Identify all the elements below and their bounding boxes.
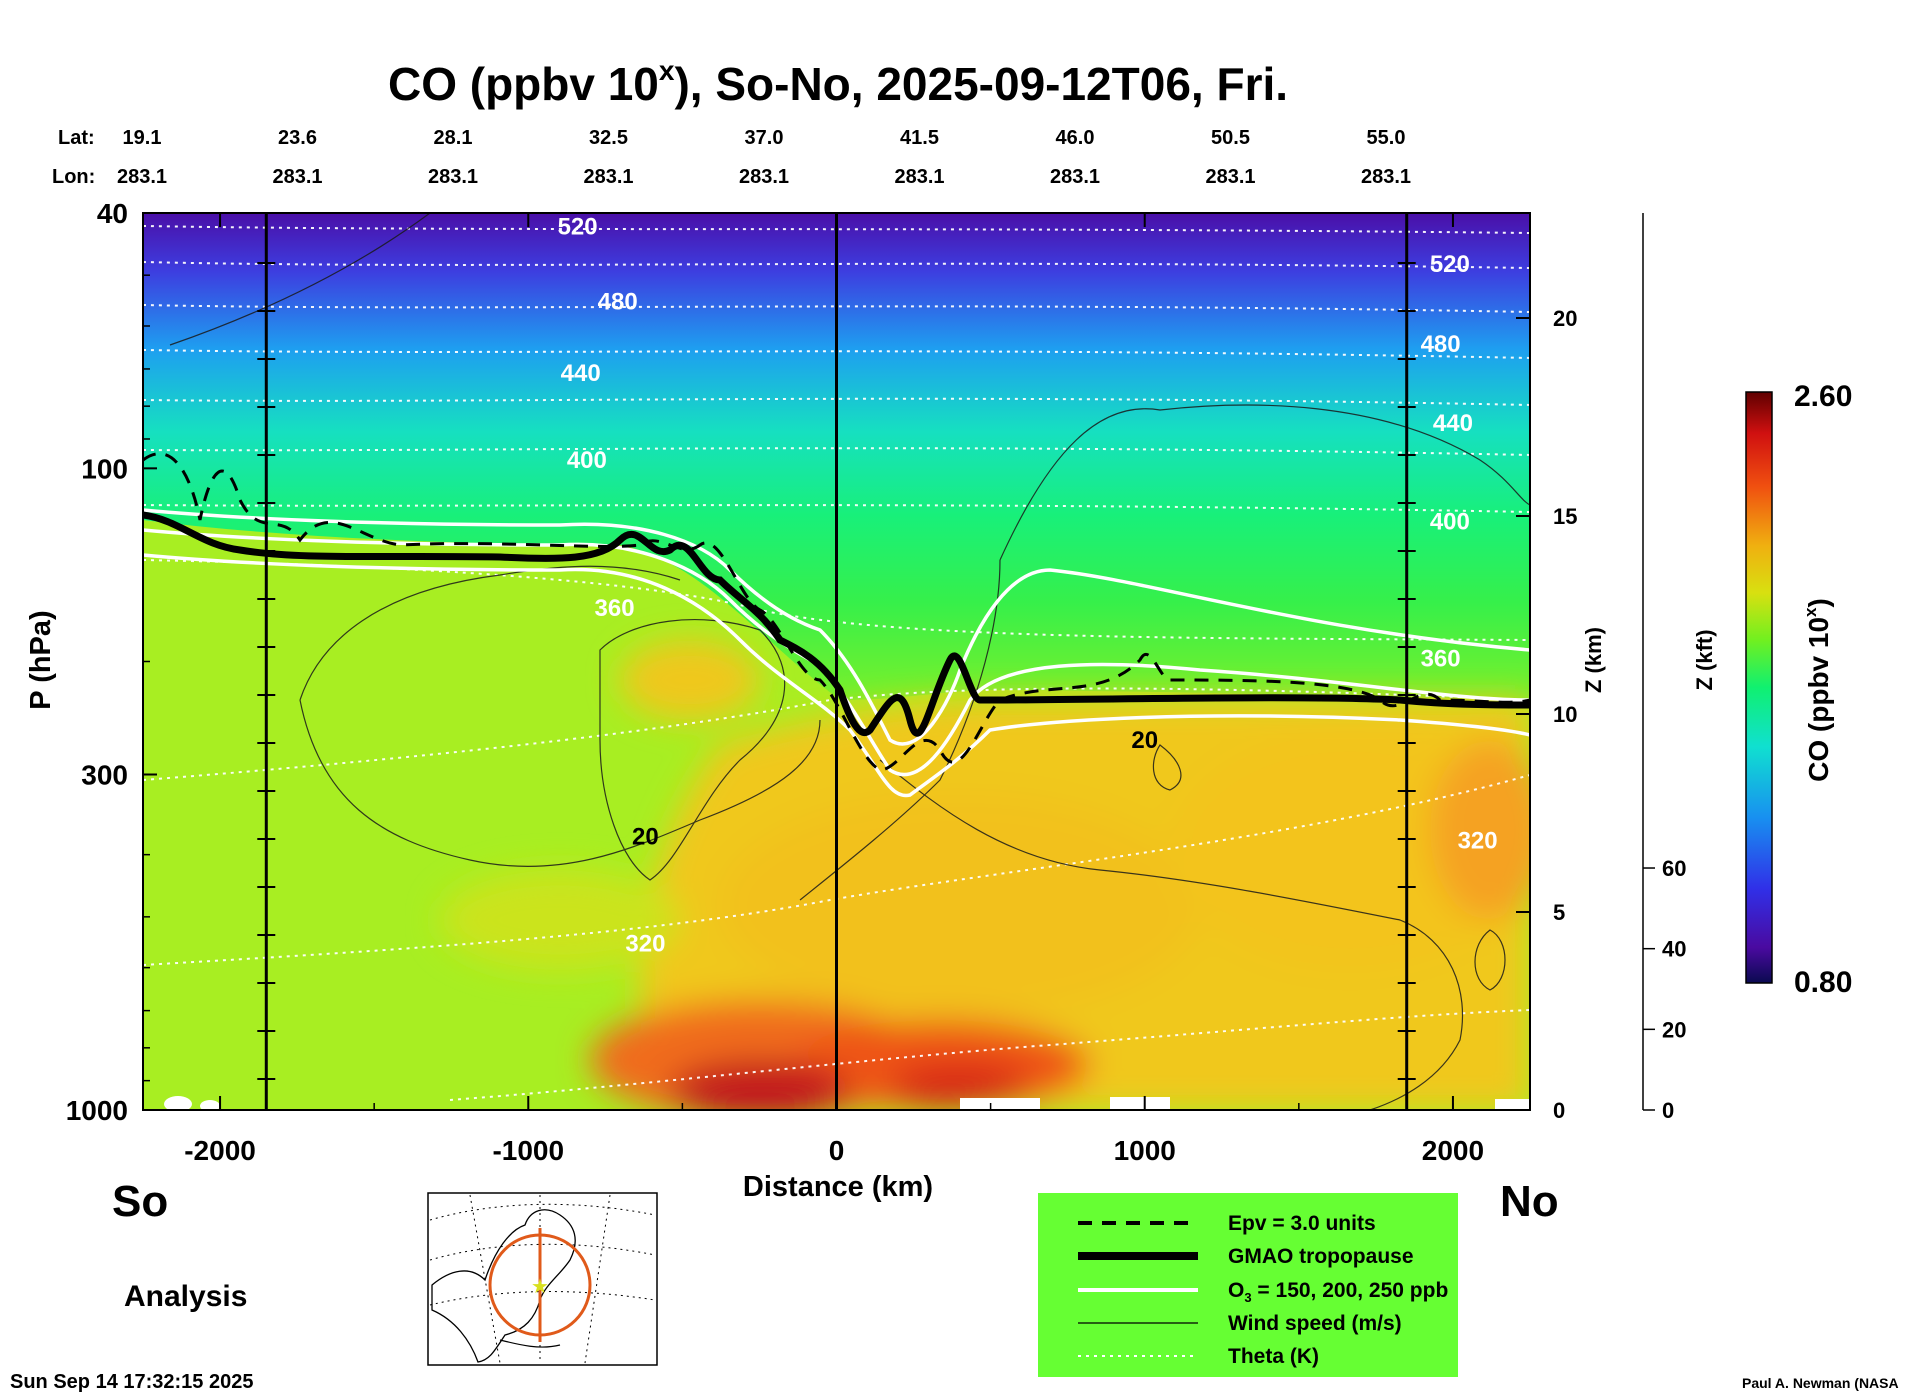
x-axis-label: Distance (km) (743, 1171, 933, 1203)
lat-lon-row: 19.1 283.1 23.6 283.1 28.1 283.1 32.5 283.1 37.0… (117, 127, 1411, 188)
lon-value: 283.1 (272, 166, 322, 188)
z-kft-tick-label: 60 (1662, 856, 1686, 881)
colorbar-label-suffix: ) (1803, 598, 1834, 607)
z-km-tick-label: 0 (1553, 1098, 1565, 1123)
colorbar-max-label: 2.60 (1794, 380, 1852, 413)
z-kft-tick-label: 40 (1662, 937, 1686, 962)
theta-label: 320 (625, 930, 665, 957)
theta-label: 440 (561, 360, 601, 387)
map-center-star-icon: ★ (531, 1274, 549, 1298)
lon-value: 283.1 (1361, 166, 1411, 188)
colorbar-label-prefix: CO (ppbv 10 (1803, 617, 1834, 782)
legend-epv: Epv = 3.0 units (1228, 1212, 1376, 1235)
theta-label: 400 (567, 447, 607, 474)
x-axis: -2000 -1000 0 1000 2000 (184, 213, 1484, 1166)
vertical-markers (257, 213, 1416, 1110)
x-tick-label: 2000 (1422, 1135, 1484, 1166)
theta-label: 440 (1433, 410, 1473, 437)
theta-label: 480 (598, 289, 638, 316)
north-label: No (1500, 1177, 1559, 1226)
legend-tropopause: GMAO tropopause (1228, 1245, 1414, 1268)
z-kft-axis-label: Z (kft) (1692, 629, 1717, 690)
lat-value: 19.1 (123, 127, 162, 149)
lat-header: Lat: (58, 127, 95, 149)
y-axis: 40 100 300 1000 (66, 198, 157, 1126)
south-label: So (112, 1177, 168, 1226)
colorbar-label: CO (ppbv 10x) (1801, 598, 1834, 782)
contour-labels: 520 480 440 400 360 320 520 480 440 400 360 320 20 20 (558, 214, 1498, 958)
theta-label: 520 (558, 214, 598, 241)
z-kft-axis: 0 20 40 60 (1642, 213, 1686, 1123)
lat-value: 37.0 (745, 127, 784, 149)
legend-o3-suffix: = 150, 200, 250 ppb (1252, 1279, 1449, 1302)
colorbar (1745, 391, 1773, 984)
lat-value: 41.5 (900, 127, 939, 149)
z-km-tick-label: 15 (1553, 504, 1577, 529)
chart-title-prefix: CO (ppbv 10 (388, 58, 659, 110)
lon-value: 283.1 (428, 166, 478, 188)
colorbar-label-sup: x (1801, 607, 1820, 617)
legend-o3: O3 = 150, 200, 250 ppb (1228, 1279, 1448, 1305)
y-axis-label: P (hPa) (25, 610, 57, 709)
lon-value: 283.1 (583, 166, 633, 188)
theta-label: 320 (1458, 827, 1498, 854)
z-km-tick-label: 20 (1553, 306, 1577, 331)
y-tick-label: 1000 (66, 1095, 128, 1126)
legend-wind: Wind speed (m/s) (1228, 1312, 1402, 1335)
z-km-tick-label: 10 (1553, 702, 1577, 727)
legend: Epv = 3.0 units GMAO tropopause O3 = 150… (1038, 1193, 1458, 1377)
lon-value: 283.1 (1050, 166, 1100, 188)
x-tick-label: -1000 (492, 1135, 564, 1166)
y-tick-label: 40 (97, 198, 128, 229)
legend-o3-sub: 3 (1244, 1290, 1251, 1305)
lat-value: 50.5 (1211, 127, 1250, 149)
y-tick-label: 300 (81, 759, 128, 790)
theta-label: 480 (1421, 331, 1461, 358)
north-america-outline (431, 1209, 576, 1363)
chart-title-suffix: ), So-No, 2025-09-12T06, Fri. (674, 58, 1288, 110)
z-kft-tick-label: 0 (1662, 1098, 1674, 1123)
lon-value: 283.1 (894, 166, 944, 188)
lat-value: 28.1 (434, 127, 473, 149)
wind-speed-label: 20 (632, 824, 659, 851)
x-tick-label: -2000 (184, 1135, 256, 1166)
wind-speed-label: 20 (1131, 727, 1158, 754)
co-field (143, 213, 1530, 1110)
theta-label: 520 (1430, 251, 1470, 278)
theta-label: 400 (1430, 508, 1470, 535)
z-km-axis-label: Z (km) (1581, 627, 1606, 693)
credit: Paul A. Newman (NASA (1742, 1375, 1899, 1391)
y-tick-label: 100 (81, 453, 128, 484)
theta-label: 360 (595, 595, 635, 622)
theta-label: 360 (1421, 646, 1461, 673)
lat-value: 46.0 (1056, 127, 1095, 149)
inset-map: ★ (427, 1192, 658, 1366)
contour-layer (143, 213, 1530, 1110)
timestamp: Sun Sep 14 17:32:15 2025 (10, 1371, 253, 1393)
z-km-axis: 0 5 10 15 20 (1516, 306, 1577, 1123)
lon-header: Lon: (52, 166, 95, 188)
lat-value: 32.5 (589, 127, 628, 149)
legend-o3-prefix: O (1228, 1279, 1244, 1302)
x-tick-label: 0 (829, 1135, 845, 1166)
z-kft-tick-label: 20 (1662, 1017, 1686, 1042)
lon-value: 283.1 (739, 166, 789, 188)
legend-theta: Theta (K) (1228, 1345, 1319, 1368)
z-km-tick-label: 5 (1553, 900, 1565, 925)
chart-title: CO (ppbv 10x), So-No, 2025-09-12T06, Fri… (388, 55, 1288, 110)
x-tick-label: 1000 (1114, 1135, 1176, 1166)
lat-value: 55.0 (1367, 127, 1406, 149)
lat-value: 23.6 (278, 127, 317, 149)
analysis-label: Analysis (124, 1280, 247, 1313)
chart-title-sup: x (659, 55, 675, 86)
lon-value: 283.1 (1205, 166, 1255, 188)
lon-value: 283.1 (117, 166, 167, 188)
colorbar-min-label: 0.80 (1794, 966, 1852, 999)
